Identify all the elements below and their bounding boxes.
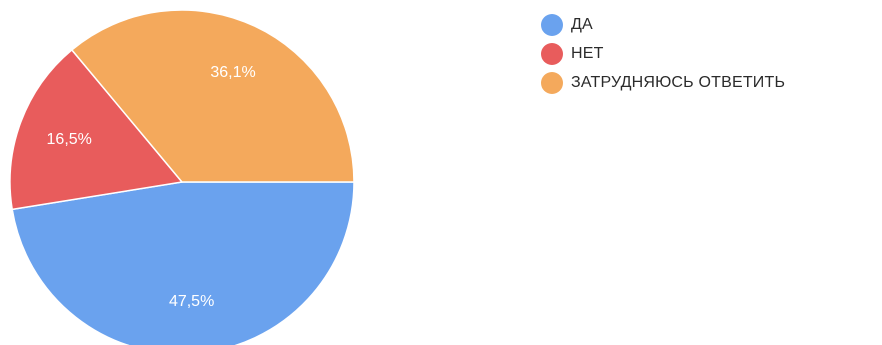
legend-label: ДА — [571, 15, 593, 33]
pie-chart: 47,5% 16,5% 36,1% — [9, 9, 355, 345]
legend-swatch-icon — [541, 13, 563, 36]
pie-slice-1 — [11, 181, 355, 345]
pie-data-labels: 47,5% 16,5% 36,1% — [47, 64, 256, 310]
pie-data-label-3: 36,1% — [210, 64, 255, 81]
legend-label: НЕТ — [571, 44, 604, 62]
legend-item-2: НЕТ — [541, 39, 785, 68]
legend-item-3: ЗАТРУДНЯЮСЬ ОТВЕТИТЬ — [541, 68, 785, 97]
pie-slice-2 — [9, 48, 184, 211]
pie-data-label-2: 16,5% — [47, 131, 92, 148]
legend-item-1: ДА — [541, 10, 785, 39]
legend-label: ЗАТРУДНЯЮСЬ ОТВЕТИТЬ — [571, 73, 786, 91]
pie-data-label-1: 47,5% — [169, 293, 214, 310]
chart-legend: ДА НЕТ ЗАТРУДНЯЮСЬ ОТВЕТИТЬ — [541, 10, 785, 97]
legend-swatch-icon — [541, 71, 563, 94]
legend-swatch-icon — [541, 42, 563, 65]
pie-slices — [9, 9, 355, 345]
pie-slice-3 — [70, 9, 355, 183]
